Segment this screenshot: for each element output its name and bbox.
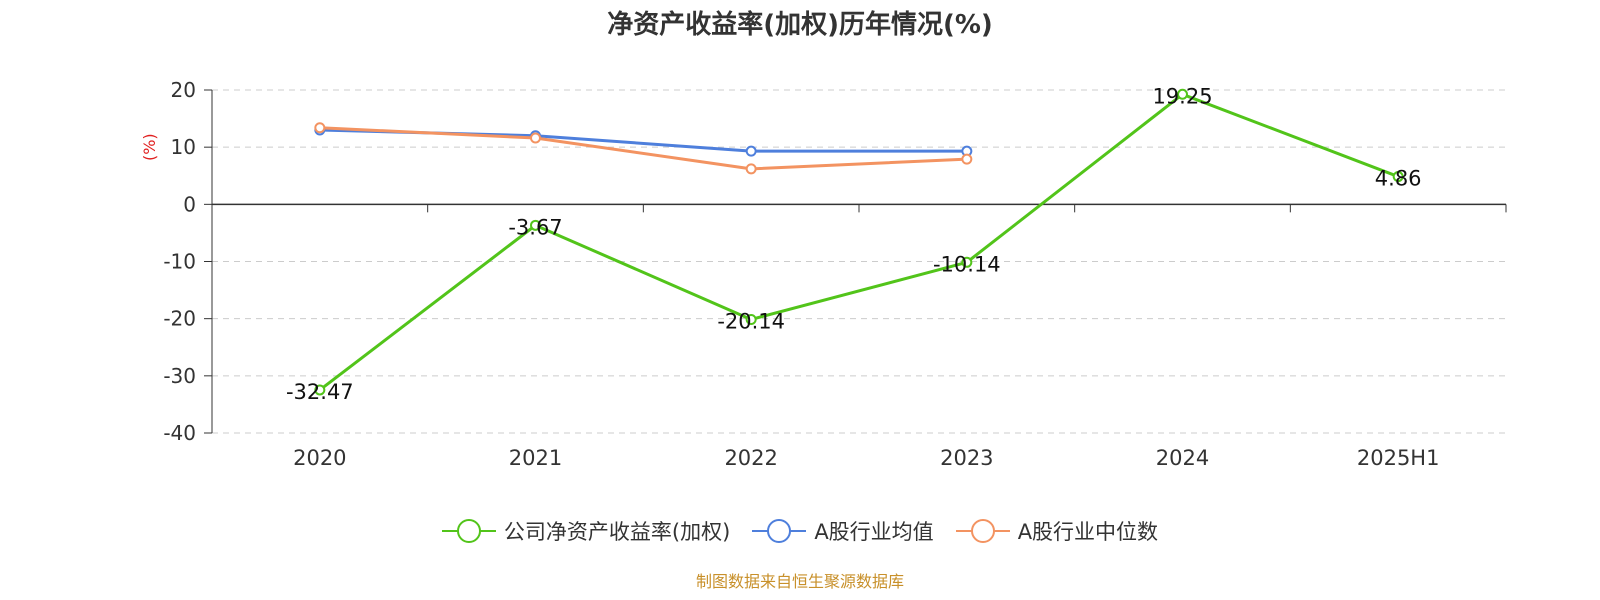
series-line: [318, 92, 1399, 392]
data-point: [530, 219, 541, 231]
legend-item[interactable]: A股行业中位数: [955, 516, 1159, 546]
x-tick-label: 2020: [293, 446, 346, 470]
y-tick-label: 0: [183, 192, 196, 216]
data-label: 4.86: [1375, 167, 1422, 191]
data-label: -10.14: [933, 252, 1001, 276]
legend-swatch-icon: [955, 519, 1010, 543]
data-point: [1177, 88, 1188, 100]
x-tick-label: 2022: [724, 446, 777, 470]
data-point: [314, 122, 326, 134]
x-tick-label: 2021: [509, 446, 562, 470]
data-label: -32.47: [286, 380, 354, 404]
legend: 公司净资产收益率(加权) A股行业均值 A股行业中位数: [0, 516, 1600, 546]
series-line: [319, 126, 967, 171]
legend-swatch-icon: [441, 519, 496, 543]
x-tick-label: 2024: [1156, 446, 1209, 470]
data-label: -3.67: [508, 215, 562, 239]
legend-item[interactable]: A股行业均值: [752, 516, 934, 546]
legend-swatch-icon: [752, 519, 807, 543]
y-tick-label: 10: [171, 135, 196, 159]
data-point: [745, 163, 757, 175]
data-point: [745, 145, 757, 157]
data-label: -20.14: [717, 309, 785, 333]
x-tick-label: 2023: [940, 446, 993, 470]
legend-label: A股行业均值: [814, 520, 934, 544]
legend-item[interactable]: 公司净资产收益率(加权): [441, 516, 731, 546]
y-axis-label: (%): [140, 133, 159, 161]
source-note: 制图数据来自恒生聚源数据库: [695, 572, 904, 591]
legend-label: A股行业中位数: [1017, 520, 1159, 544]
chart-title: 净资产收益率(加权)历年情况(%): [607, 10, 993, 40]
y-tick-label: -10: [163, 250, 196, 274]
data-label: 19.25: [1152, 84, 1212, 108]
data-point: [745, 313, 757, 325]
x-tick-label: 2025H1: [1357, 446, 1440, 470]
data-point: [1392, 171, 1404, 183]
y-tick-label: -30: [163, 364, 196, 388]
data-point: [314, 384, 326, 396]
y-tick-label: 20: [171, 78, 196, 102]
legend-label: 公司净资产收益率(加权): [503, 520, 731, 544]
data-point: [530, 132, 541, 144]
data-point: [961, 256, 973, 268]
y-tick-label: -20: [163, 307, 196, 331]
y-tick-label: -40: [163, 421, 196, 445]
data-point: [961, 153, 973, 165]
